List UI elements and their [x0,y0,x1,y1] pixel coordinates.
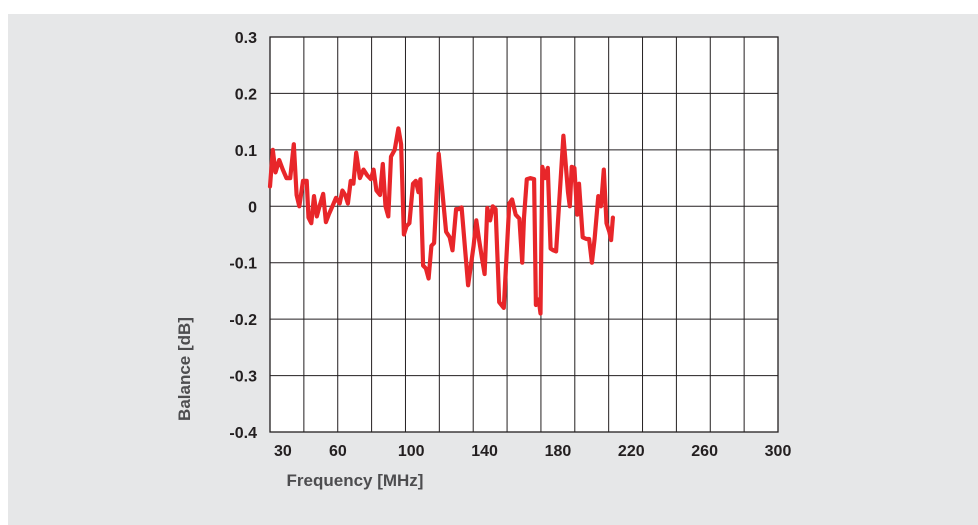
x-tick-label: 300 [765,443,792,460]
x-axis-ticks: 30 60 100 140 180 220 260 300 [274,443,792,460]
y-tick-label: -0.1 [229,256,257,273]
y-tick-label: 0 [248,199,257,216]
y-tick-label: -0.4 [229,425,257,442]
x-axis-title: Frequency [MHz] [287,471,424,490]
y-tick-label: -0.2 [229,312,257,329]
y-tick-label: 0.3 [235,30,257,47]
y-tick-label: 0.1 [235,143,257,160]
x-tick-label: 260 [691,443,718,460]
series-layer [267,126,616,316]
y-axis-title: Balance [dB] [175,317,194,421]
x-tick-label: 220 [618,443,645,460]
y-axis-ticks: 0.3 0.2 0.1 0 -0.1 -0.2 -0.3 -0.4 [229,30,257,442]
x-tick-label: 140 [471,443,498,460]
x-tick-label: 100 [398,443,425,460]
y-tick-label: -0.3 [229,369,257,386]
x-tick-label: 30 [274,443,292,460]
x-tick-label: 60 [329,443,347,460]
x-tick-label: 180 [545,443,572,460]
series-line [267,126,616,316]
y-tick-label: 0.2 [235,86,257,103]
